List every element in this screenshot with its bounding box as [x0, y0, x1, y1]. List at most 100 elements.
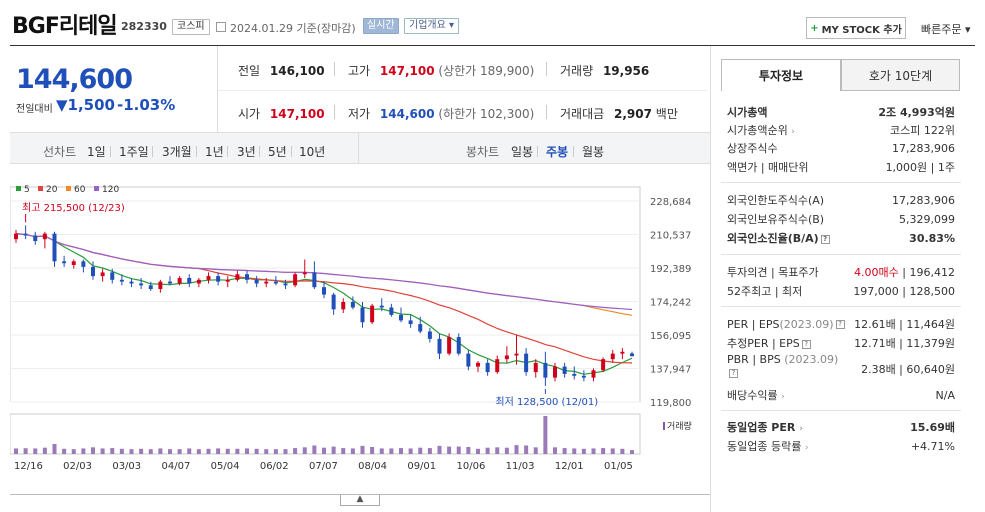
x-tick-label: 10/06: [457, 461, 486, 472]
high-cell: 고가 147,100 (상한가 189,900): [348, 62, 534, 79]
peer-per-value: 15.69배: [910, 421, 955, 434]
quick-order-dropdown[interactable]: 빠른주문 ▾: [921, 23, 971, 36]
stock-chart[interactable]: 5 20 60 120 228,684 210,537 192,389 174,242 156,…: [9, 164, 710, 494]
volume-bar: [62, 448, 67, 454]
candle-weekly[interactable]: 주봉: [546, 145, 569, 159]
candle-body: [158, 281, 163, 290]
chevron-right-icon: ›: [799, 424, 803, 434]
tab-orderbook[interactable]: 호가 10단계: [841, 59, 960, 91]
volume-bar: [139, 448, 144, 454]
candle-body: [581, 375, 586, 378]
volume-bar: [196, 449, 201, 454]
x-tick-label: 02/03: [63, 461, 92, 472]
y-tick-label: 137,947: [650, 365, 691, 376]
x-tick-label: 11/03: [506, 461, 535, 472]
target-price: | 196,412: [902, 266, 955, 279]
volume-bar: [302, 447, 307, 454]
candle-body: [341, 301, 346, 310]
x-tick-label: 09/01: [407, 461, 436, 472]
pbr-row: PBR | BPS (2023.09)? 2.38배 | 60,640원: [727, 353, 955, 381]
volume-bar: [273, 449, 278, 454]
candle-body: [504, 355, 509, 360]
volume-bar: [100, 448, 105, 454]
listed-shares-row: 상장주식수 17,283,906: [727, 139, 955, 157]
period-3y[interactable]: 3년: [237, 145, 256, 159]
x-tick-label: 03/03: [112, 461, 141, 472]
period-10y[interactable]: 10년: [299, 145, 326, 159]
volume-bar: [610, 448, 615, 454]
volume-bar: [341, 448, 346, 454]
pbr-value: 2.38배 | 60,640원: [861, 363, 955, 376]
candle-daily[interactable]: 일봉: [511, 145, 534, 159]
period-5y[interactable]: 5년: [268, 145, 287, 159]
divider: [334, 105, 335, 119]
volume-bar: [543, 416, 548, 454]
ma-120-line: [15, 233, 633, 311]
stock-code: 282330: [121, 20, 167, 33]
line-chart-label: 선차트: [43, 145, 77, 159]
foreign-limit-value: 17,283,906: [892, 193, 955, 207]
y-tick-label: 192,389: [650, 264, 691, 275]
candle-body: [485, 362, 490, 373]
candle-body: [71, 261, 76, 266]
foreign-hold-label: 외국인보유주식수(B): [727, 213, 825, 226]
candle-body: [293, 274, 298, 286]
volume-bar: [129, 449, 134, 454]
volume-bar: [254, 448, 259, 454]
tab-invest-info[interactable]: 투자정보: [721, 59, 841, 91]
help-icon[interactable]: ?: [820, 234, 830, 244]
header-divider: [10, 45, 975, 46]
add-mystock-button[interactable]: + MY STOCK 추가: [806, 17, 906, 39]
divider: [721, 306, 961, 307]
prev-close-value: 146,100: [269, 64, 325, 78]
divider: [573, 146, 574, 157]
help-icon[interactable]: ?: [801, 339, 811, 349]
help-icon[interactable]: ?: [835, 320, 845, 329]
volume-bar: [591, 448, 596, 454]
realtime-button[interactable]: 실시간: [363, 18, 399, 34]
x-tick-label: 12/01: [555, 461, 584, 472]
period-1y[interactable]: 1년: [205, 145, 224, 159]
period-1d[interactable]: 1일: [87, 145, 106, 159]
candle-body: [408, 320, 413, 325]
candle-body: [572, 373, 577, 376]
period-1w[interactable]: 1주일: [119, 145, 149, 159]
company-overview-dropdown[interactable]: 기업개요 ▾: [404, 18, 459, 34]
candle-body: [168, 281, 172, 284]
market-badge: 코스피: [172, 19, 210, 35]
high-annotation: 최고 215,500 (12/23): [22, 202, 125, 214]
stock-chart-svg: 5 20 60 120 228,684 210,537 192,389 174,242 156,…: [9, 185, 692, 472]
volume-bar: [245, 448, 249, 454]
collapse-chart-button[interactable]: ▲: [340, 495, 380, 506]
cap-rank-label[interactable]: 시가총액순위 ›: [727, 122, 795, 138]
foreign-ratio-value: 30.83%: [909, 231, 955, 245]
volume-bar: [427, 448, 432, 454]
company-name[interactable]: BGF리테일: [12, 14, 118, 39]
chevron-right-icon: ›: [781, 392, 785, 402]
high-value: 147,100: [379, 64, 435, 78]
volume-bar: [437, 445, 442, 454]
add-mystock-label: MY STOCK 추가: [821, 24, 902, 36]
low-cell: 저가 144,600 (하한가 102,300): [348, 105, 534, 122]
candle-body: [533, 362, 538, 373]
candle-body: [196, 279, 201, 284]
chevron-right-icon: ›: [791, 127, 795, 137]
volume-bar: [177, 449, 182, 454]
foreign-limit-row: 외국인한도주식수(A) 17,283,906: [727, 191, 955, 209]
volume-bar: [466, 446, 471, 454]
volume-bar: [331, 446, 336, 454]
candle-body: [52, 233, 57, 262]
quote-date: 2024.01.29 기준(장마감): [230, 22, 356, 35]
candle-body: [23, 233, 28, 236]
candle-body: [14, 233, 18, 240]
period-3m[interactable]: 3개월: [162, 145, 192, 159]
volume-bar: [581, 448, 586, 454]
candle-body: [273, 281, 278, 284]
turnover-unit: 백만: [655, 107, 678, 121]
help-icon[interactable]: ?: [729, 368, 738, 378]
candle-body: [264, 281, 269, 284]
candle-monthly[interactable]: 월봉: [582, 145, 605, 159]
volume-bar: [293, 448, 298, 454]
open-label: 시가: [238, 107, 261, 121]
opinion-value: 4.00매수: [854, 266, 899, 279]
